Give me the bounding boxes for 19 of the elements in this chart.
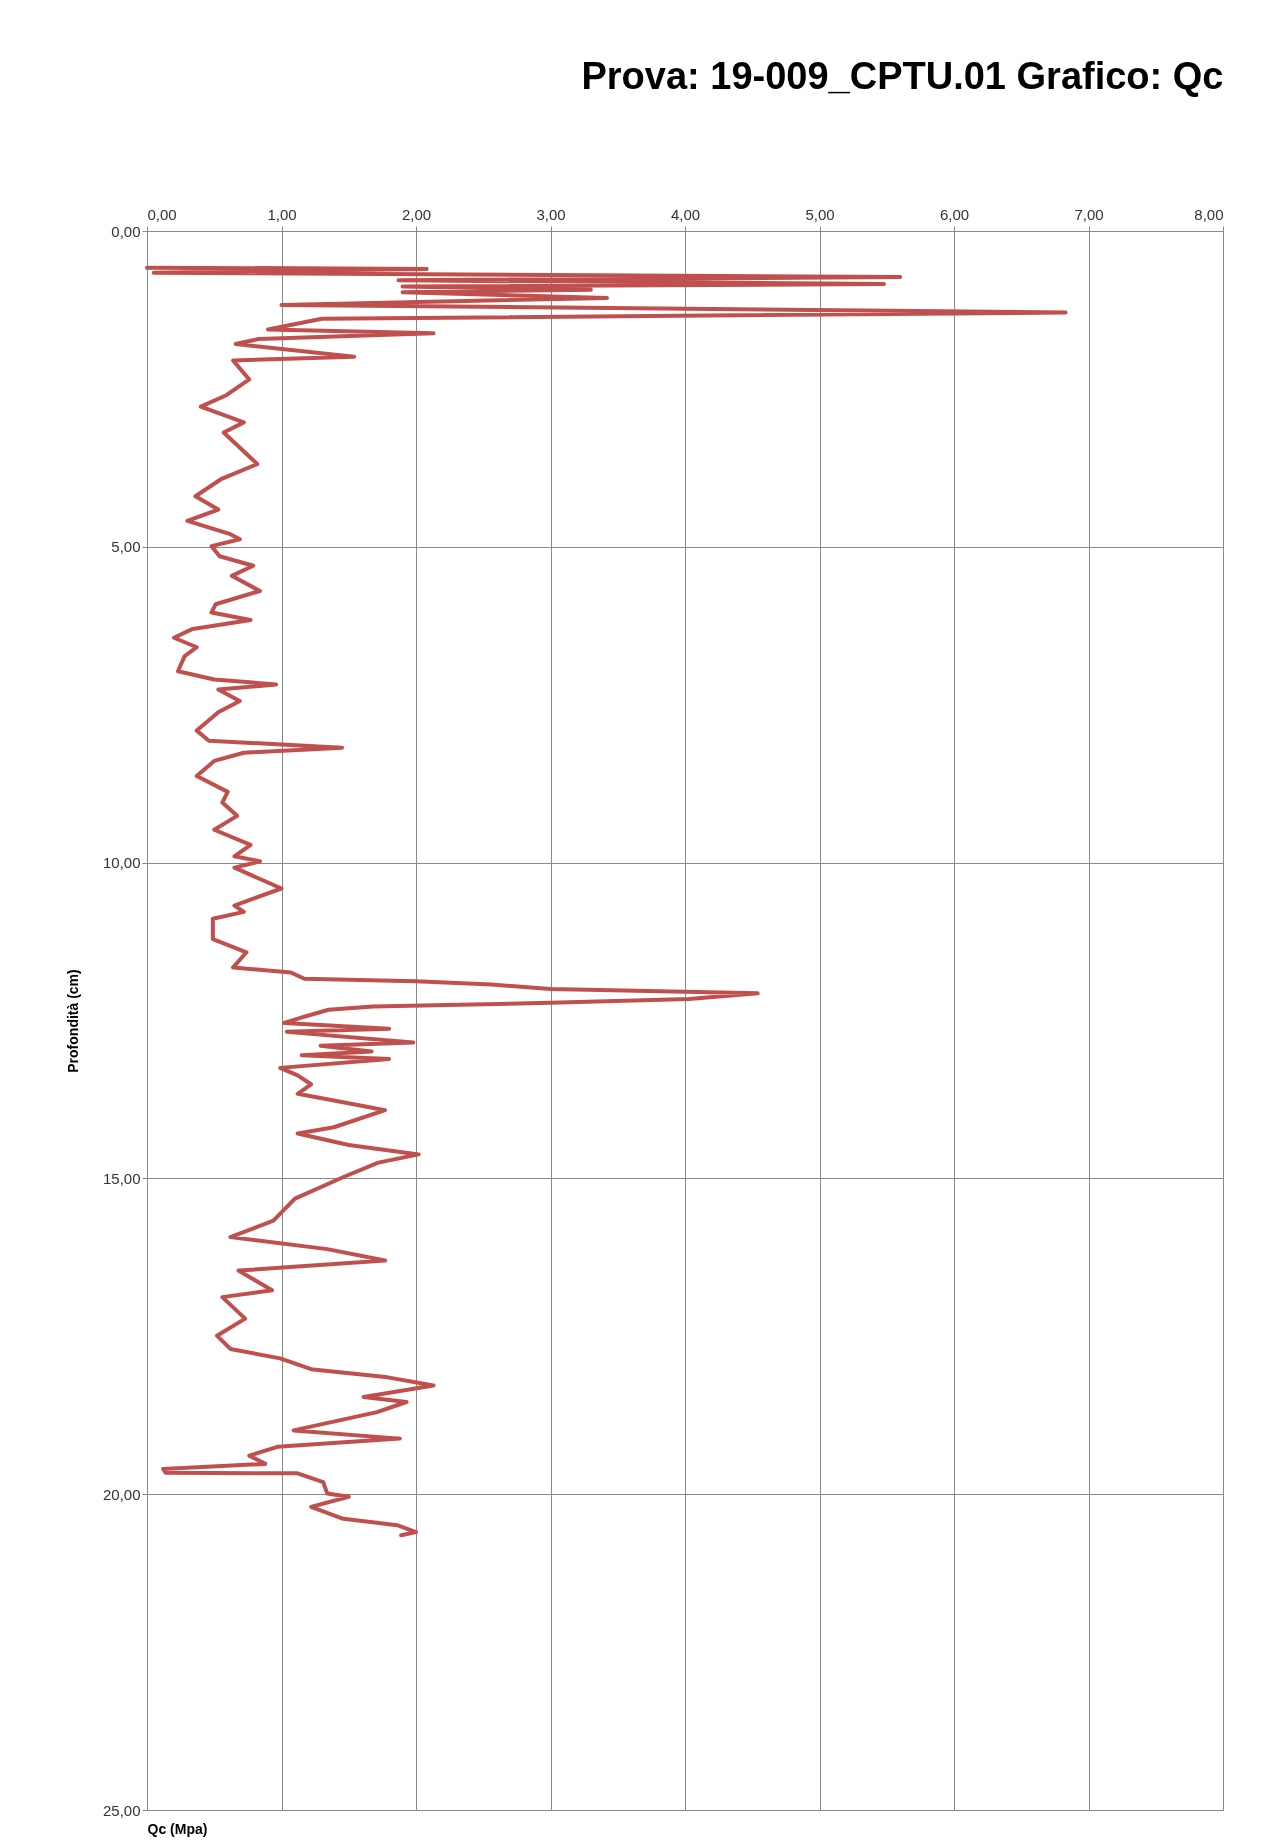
line-series: [145, 265, 1068, 1538]
x-tick-label: 1,00: [267, 205, 297, 223]
x-tick-label: 7,00: [1074, 205, 1104, 223]
y-tick-label: 5,00: [111, 538, 141, 556]
x-tick-label: 5,00: [805, 205, 835, 223]
y-tick-label: 25,00: [102, 1801, 141, 1819]
y-tick-label: 10,00: [102, 854, 141, 872]
x-tick-label: 3,00: [536, 205, 566, 223]
x-tick-label: 6,00: [939, 205, 970, 223]
y-tick-label: 0,00: [111, 222, 141, 240]
chart-title: Prova: 19-009_CPTU.01 Grafico: Qc: [581, 55, 1224, 97]
y-tick-label: 15,00: [102, 1169, 141, 1187]
x-axis-title: Qc (Mpa): [147, 1820, 208, 1837]
x-tick-label: 4,00: [670, 205, 701, 223]
x-tick-label: 0,00: [147, 205, 177, 223]
y-axis-title: Profondità (cm): [64, 969, 81, 1073]
x-tick-label: 2,00: [401, 205, 432, 223]
x-tick-label: 8,00: [1194, 205, 1224, 223]
y-tick-label: 20,00: [102, 1485, 141, 1503]
